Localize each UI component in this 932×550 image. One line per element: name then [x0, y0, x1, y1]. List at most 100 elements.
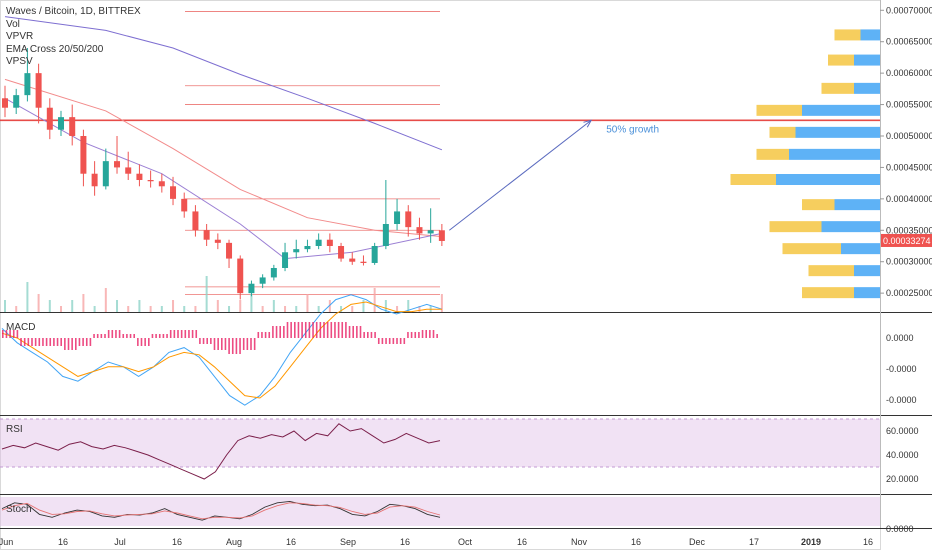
- volume-bar: [261, 306, 264, 312]
- macd-histogram-bar: [158, 334, 161, 338]
- macd-histogram-bar: [418, 332, 420, 338]
- macd-histogram-bar: [272, 326, 274, 338]
- macd-histogram-bar: [188, 330, 190, 338]
- macd-histogram-bar: [261, 332, 263, 338]
- candle-body: [438, 230, 445, 241]
- candle-body: [293, 249, 300, 253]
- macd-histogram-bar: [217, 338, 219, 350]
- macd-histogram-bar: [330, 322, 333, 338]
- rsi-tick-label: 40.0000: [886, 450, 919, 460]
- stoch-k-line: [1, 500, 441, 521]
- macd-tick-label: -0.0000: [886, 395, 917, 405]
- volume-bar: [116, 300, 119, 312]
- candle-body: [427, 230, 434, 234]
- macd-histogram-bar: [414, 332, 417, 338]
- volume-profile-sell: [821, 221, 880, 233]
- time-tick-label: Dec: [689, 537, 706, 547]
- rsi-tick-label: 60.0000: [886, 426, 919, 436]
- macd-histogram-bar: [312, 322, 314, 338]
- macd-histogram-bar: [370, 332, 373, 338]
- candle-body: [371, 246, 378, 263]
- candle-body: [338, 246, 345, 259]
- time-tick-label: 2019: [801, 537, 821, 547]
- volume-bar: [384, 300, 387, 312]
- candle-body: [416, 227, 423, 234]
- stoch-d-line: [1, 502, 441, 520]
- candle-body: [69, 117, 76, 136]
- volume-profile-sell: [789, 148, 880, 160]
- macd-histogram-bar: [337, 322, 340, 338]
- macd-histogram-bar: [155, 334, 157, 338]
- volume-bar: [48, 300, 51, 312]
- volume-bar: [71, 300, 74, 312]
- macd-histogram-bar: [407, 332, 409, 338]
- candle-body: [349, 258, 356, 262]
- time-tick-label: 16: [172, 537, 182, 547]
- macd-histogram-bar: [53, 338, 55, 346]
- candle-body: [382, 224, 389, 246]
- volume-profile-buy: [756, 148, 789, 160]
- volume-bar: [239, 300, 242, 312]
- macd-histogram-bar: [169, 330, 172, 338]
- macd-histogram-bar: [250, 338, 252, 350]
- volume-bar: [340, 306, 343, 312]
- growth-arrow-head: [583, 119, 593, 128]
- macd-histogram-bar: [2, 330, 4, 338]
- macd-histogram-bar: [195, 330, 198, 338]
- volume-bar: [183, 306, 186, 312]
- growth-annotation: 50% growth: [606, 124, 659, 135]
- volume-bar: [306, 294, 309, 312]
- time-tick-label: Sep: [340, 537, 356, 547]
- macd-histogram-bar: [367, 332, 369, 338]
- signal-line: [1, 301, 442, 399]
- candle-body: [114, 161, 121, 168]
- macd-histogram-bar: [377, 338, 380, 344]
- price-tick-label: 0.00045000: [886, 162, 932, 172]
- macd-histogram-bar: [107, 330, 110, 338]
- macd-histogram-bar: [93, 334, 95, 338]
- macd-histogram-bar: [31, 338, 33, 346]
- macd-histogram-bar: [202, 338, 205, 344]
- macd-histogram-bar: [89, 338, 92, 346]
- volume-profile-buy: [834, 29, 861, 41]
- candle-body: [282, 252, 289, 268]
- macd-histogram-bar: [213, 338, 216, 350]
- time-tick-label: 16: [517, 537, 527, 547]
- candle-body: [2, 98, 8, 108]
- candle-body: [360, 261, 367, 263]
- volume-profile-sell: [776, 174, 880, 185]
- candle-body: [125, 167, 132, 174]
- macd-histogram-bar: [5, 330, 8, 338]
- macd-histogram-bar: [210, 338, 212, 344]
- volume-bar: [60, 306, 63, 312]
- price-tick-label: 0.00060000: [886, 68, 932, 78]
- stoch-tick-label: 0.0000: [886, 524, 914, 534]
- volume-profile-sell: [854, 54, 880, 66]
- rsi-line: [1, 423, 441, 480]
- time-tick-label: 17: [749, 537, 759, 547]
- volume-bar: [160, 306, 163, 312]
- macd-histogram-bar: [126, 334, 128, 338]
- macd-histogram-bar: [191, 330, 194, 338]
- macd-histogram-bar: [283, 326, 285, 338]
- volume-bar: [362, 300, 365, 312]
- candle-body: [24, 73, 31, 96]
- macd-histogram-bar: [199, 338, 201, 344]
- volume-profile-buy: [782, 243, 841, 255]
- volume-profile-buy: [802, 287, 854, 299]
- rsi-band: [0, 419, 880, 467]
- macd-histogram-bar: [38, 338, 41, 346]
- candle-body: [147, 180, 154, 182]
- rsi-tick-label: 20.0000: [886, 474, 919, 484]
- volume-bar: [328, 300, 331, 312]
- macd-histogram-bar: [410, 332, 413, 338]
- price-tick-label: 0.00035000: [886, 225, 932, 235]
- macd-histogram-bar: [45, 338, 48, 346]
- volume-bar: [138, 300, 141, 312]
- macd-histogram-bar: [425, 330, 427, 338]
- volume-profile-sell: [860, 29, 880, 41]
- volume-bar: [284, 306, 287, 312]
- volume-bar: [4, 300, 6, 312]
- macd-histogram-bar: [246, 338, 249, 350]
- macd-histogram-bar: [432, 330, 435, 338]
